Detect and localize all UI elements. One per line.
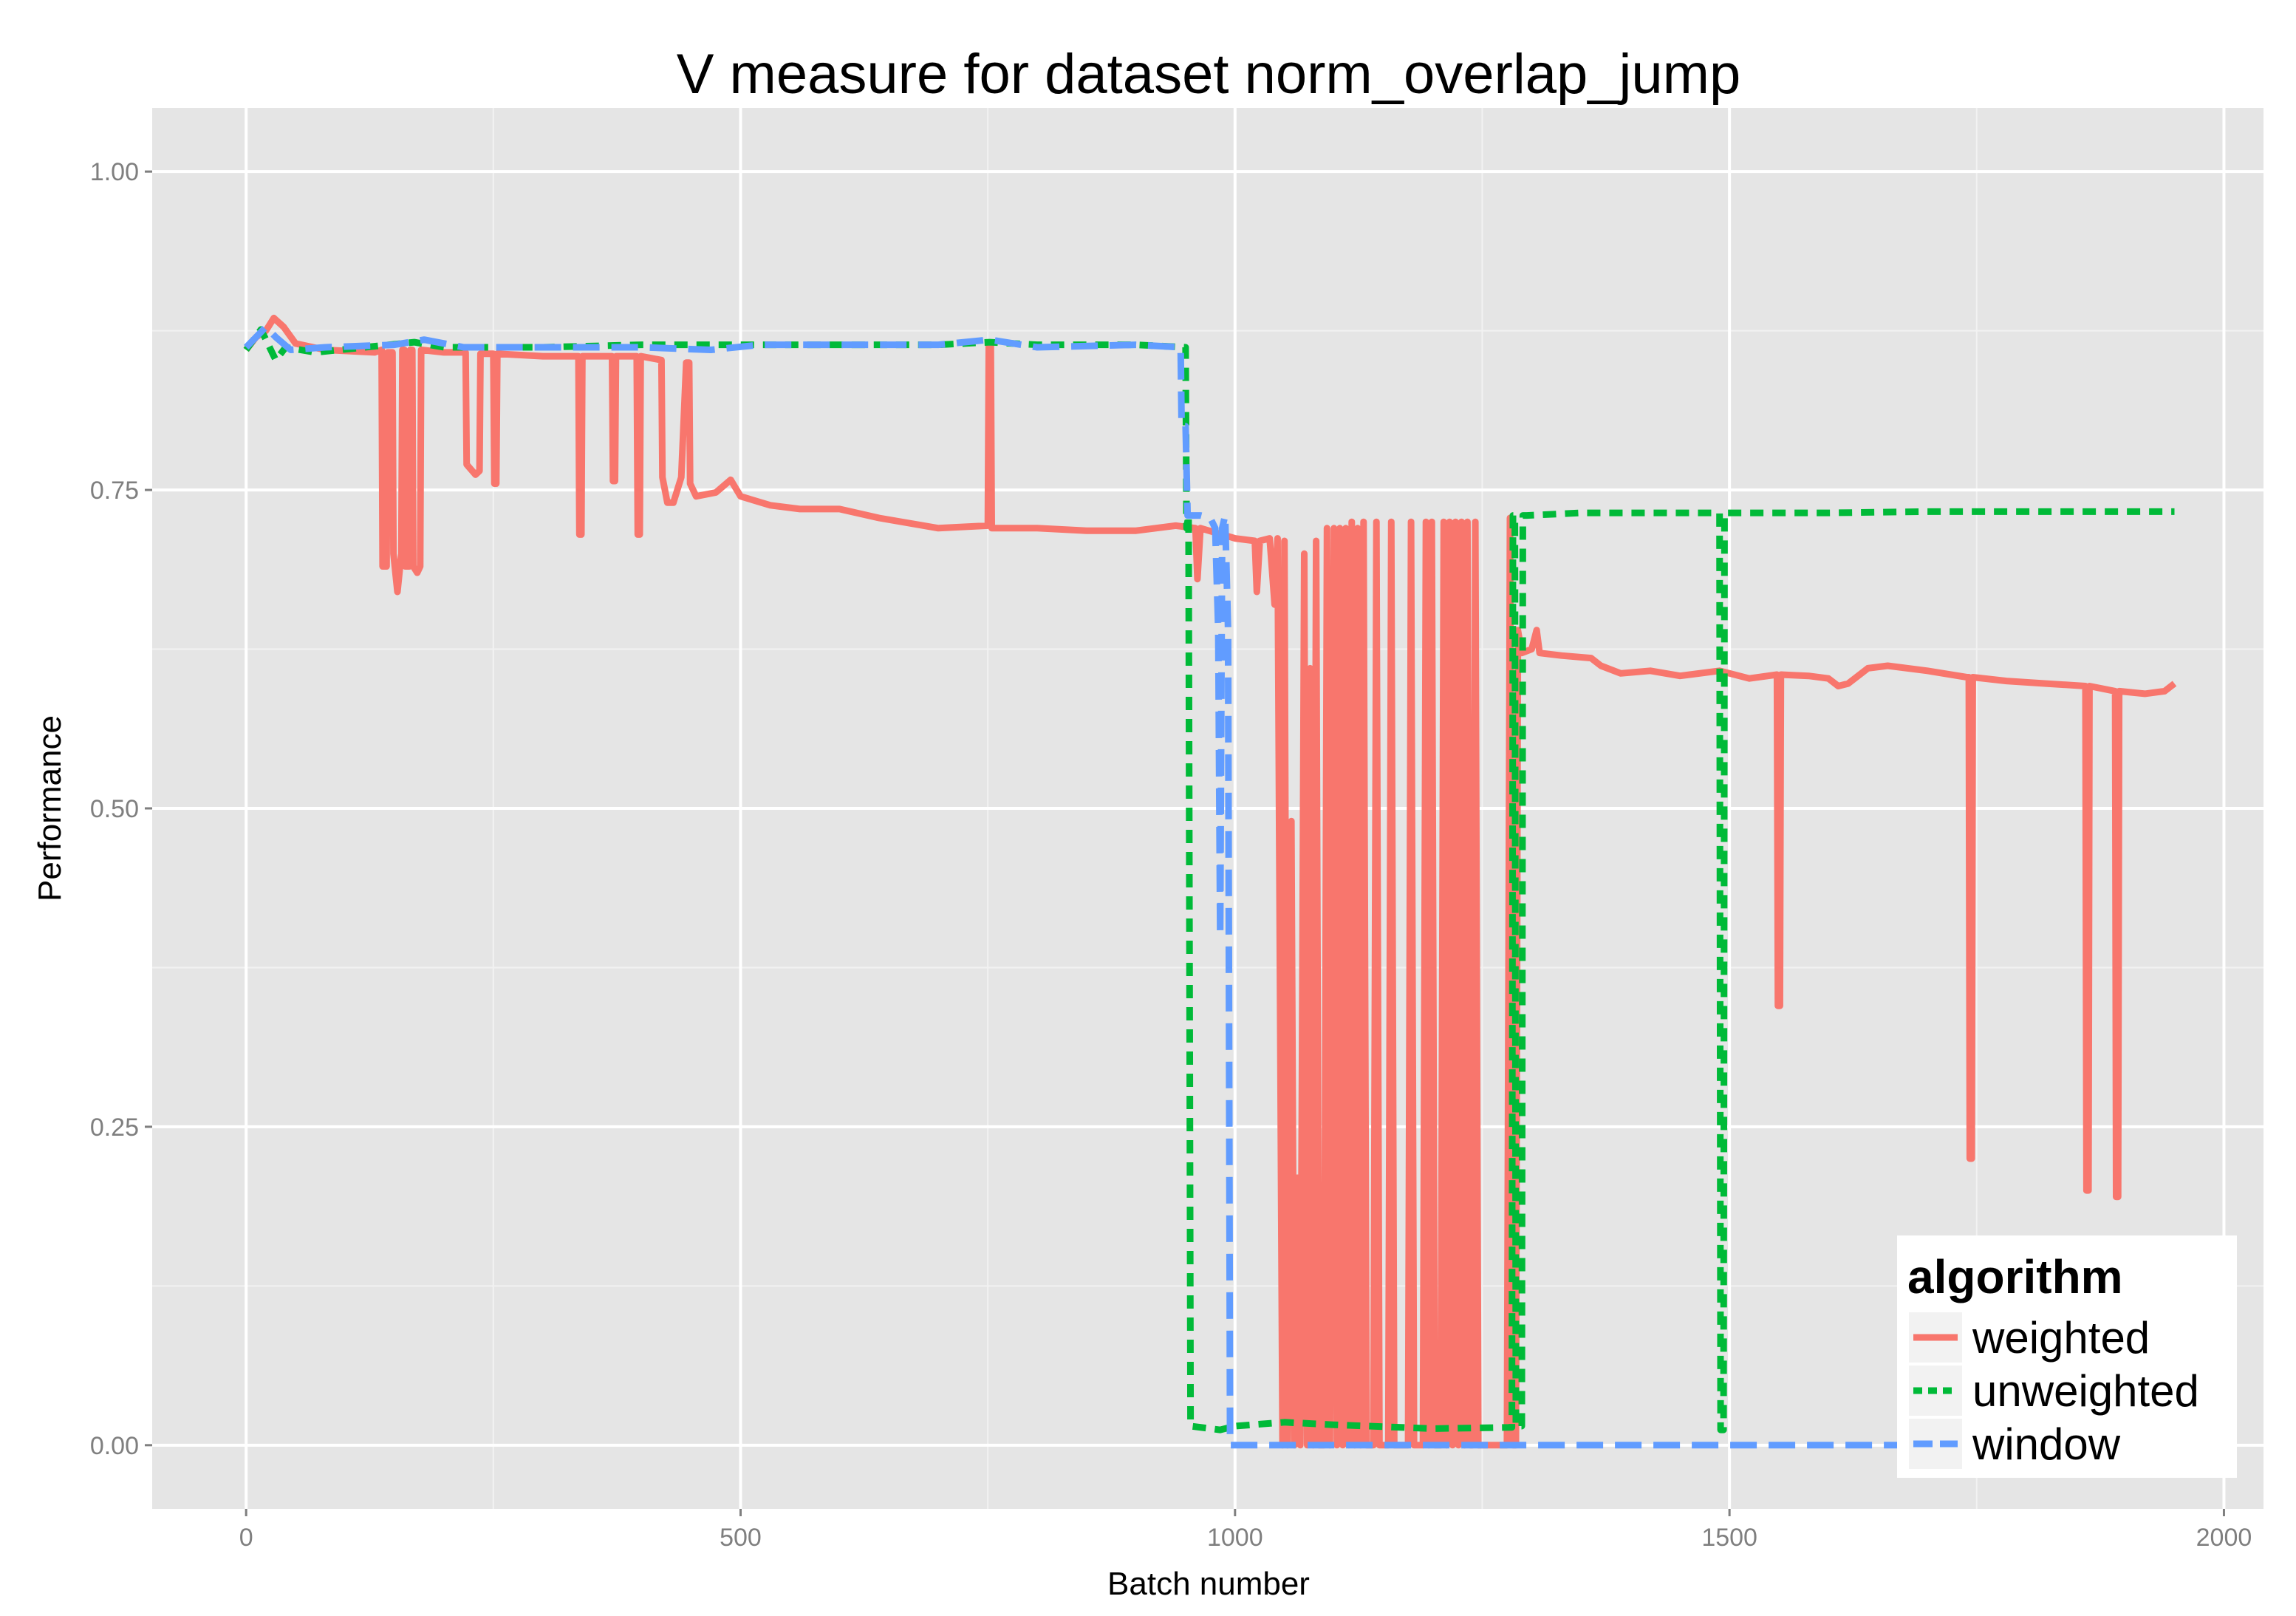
legend-label-window: window bbox=[1972, 1419, 2121, 1469]
legend-title: algorithm bbox=[1907, 1250, 2123, 1303]
x-tick-label: 1000 bbox=[1207, 1524, 1263, 1552]
x-axis-title: Batch number bbox=[1107, 1566, 1310, 1602]
legend-label-weighted: weighted bbox=[1972, 1313, 2150, 1363]
major-gridlines bbox=[152, 108, 2263, 1509]
y-tick-label: 0.50 bbox=[90, 795, 139, 823]
chart-title: V measure for dataset norm_overlap_jump bbox=[677, 43, 1741, 106]
x-tick-label: 500 bbox=[720, 1524, 762, 1552]
x-tick-label: 1500 bbox=[1701, 1524, 1757, 1552]
x-tick-label: 2000 bbox=[2196, 1524, 2252, 1552]
series-line-unweighted bbox=[243, 326, 2175, 1433]
y-tick-label: 0.25 bbox=[90, 1114, 139, 1142]
series-line-window bbox=[243, 324, 2175, 1449]
legend-label-unweighted: unweighted bbox=[1972, 1366, 2199, 1416]
y-tick-label: 1.00 bbox=[90, 158, 139, 186]
x-tick-label: 0 bbox=[239, 1524, 253, 1552]
series-line-weighted bbox=[243, 314, 2177, 1449]
y-axis-title: Performance bbox=[32, 715, 68, 901]
y-tick-label: 0.00 bbox=[90, 1432, 139, 1460]
x-axis: 0 500 1000 1500 2000 bbox=[239, 1509, 2252, 1552]
y-axis: 0.00 0.25 0.50 0.75 1.00 bbox=[90, 158, 152, 1460]
y-tick-label: 0.75 bbox=[90, 477, 139, 505]
series-lines bbox=[243, 314, 2177, 1449]
